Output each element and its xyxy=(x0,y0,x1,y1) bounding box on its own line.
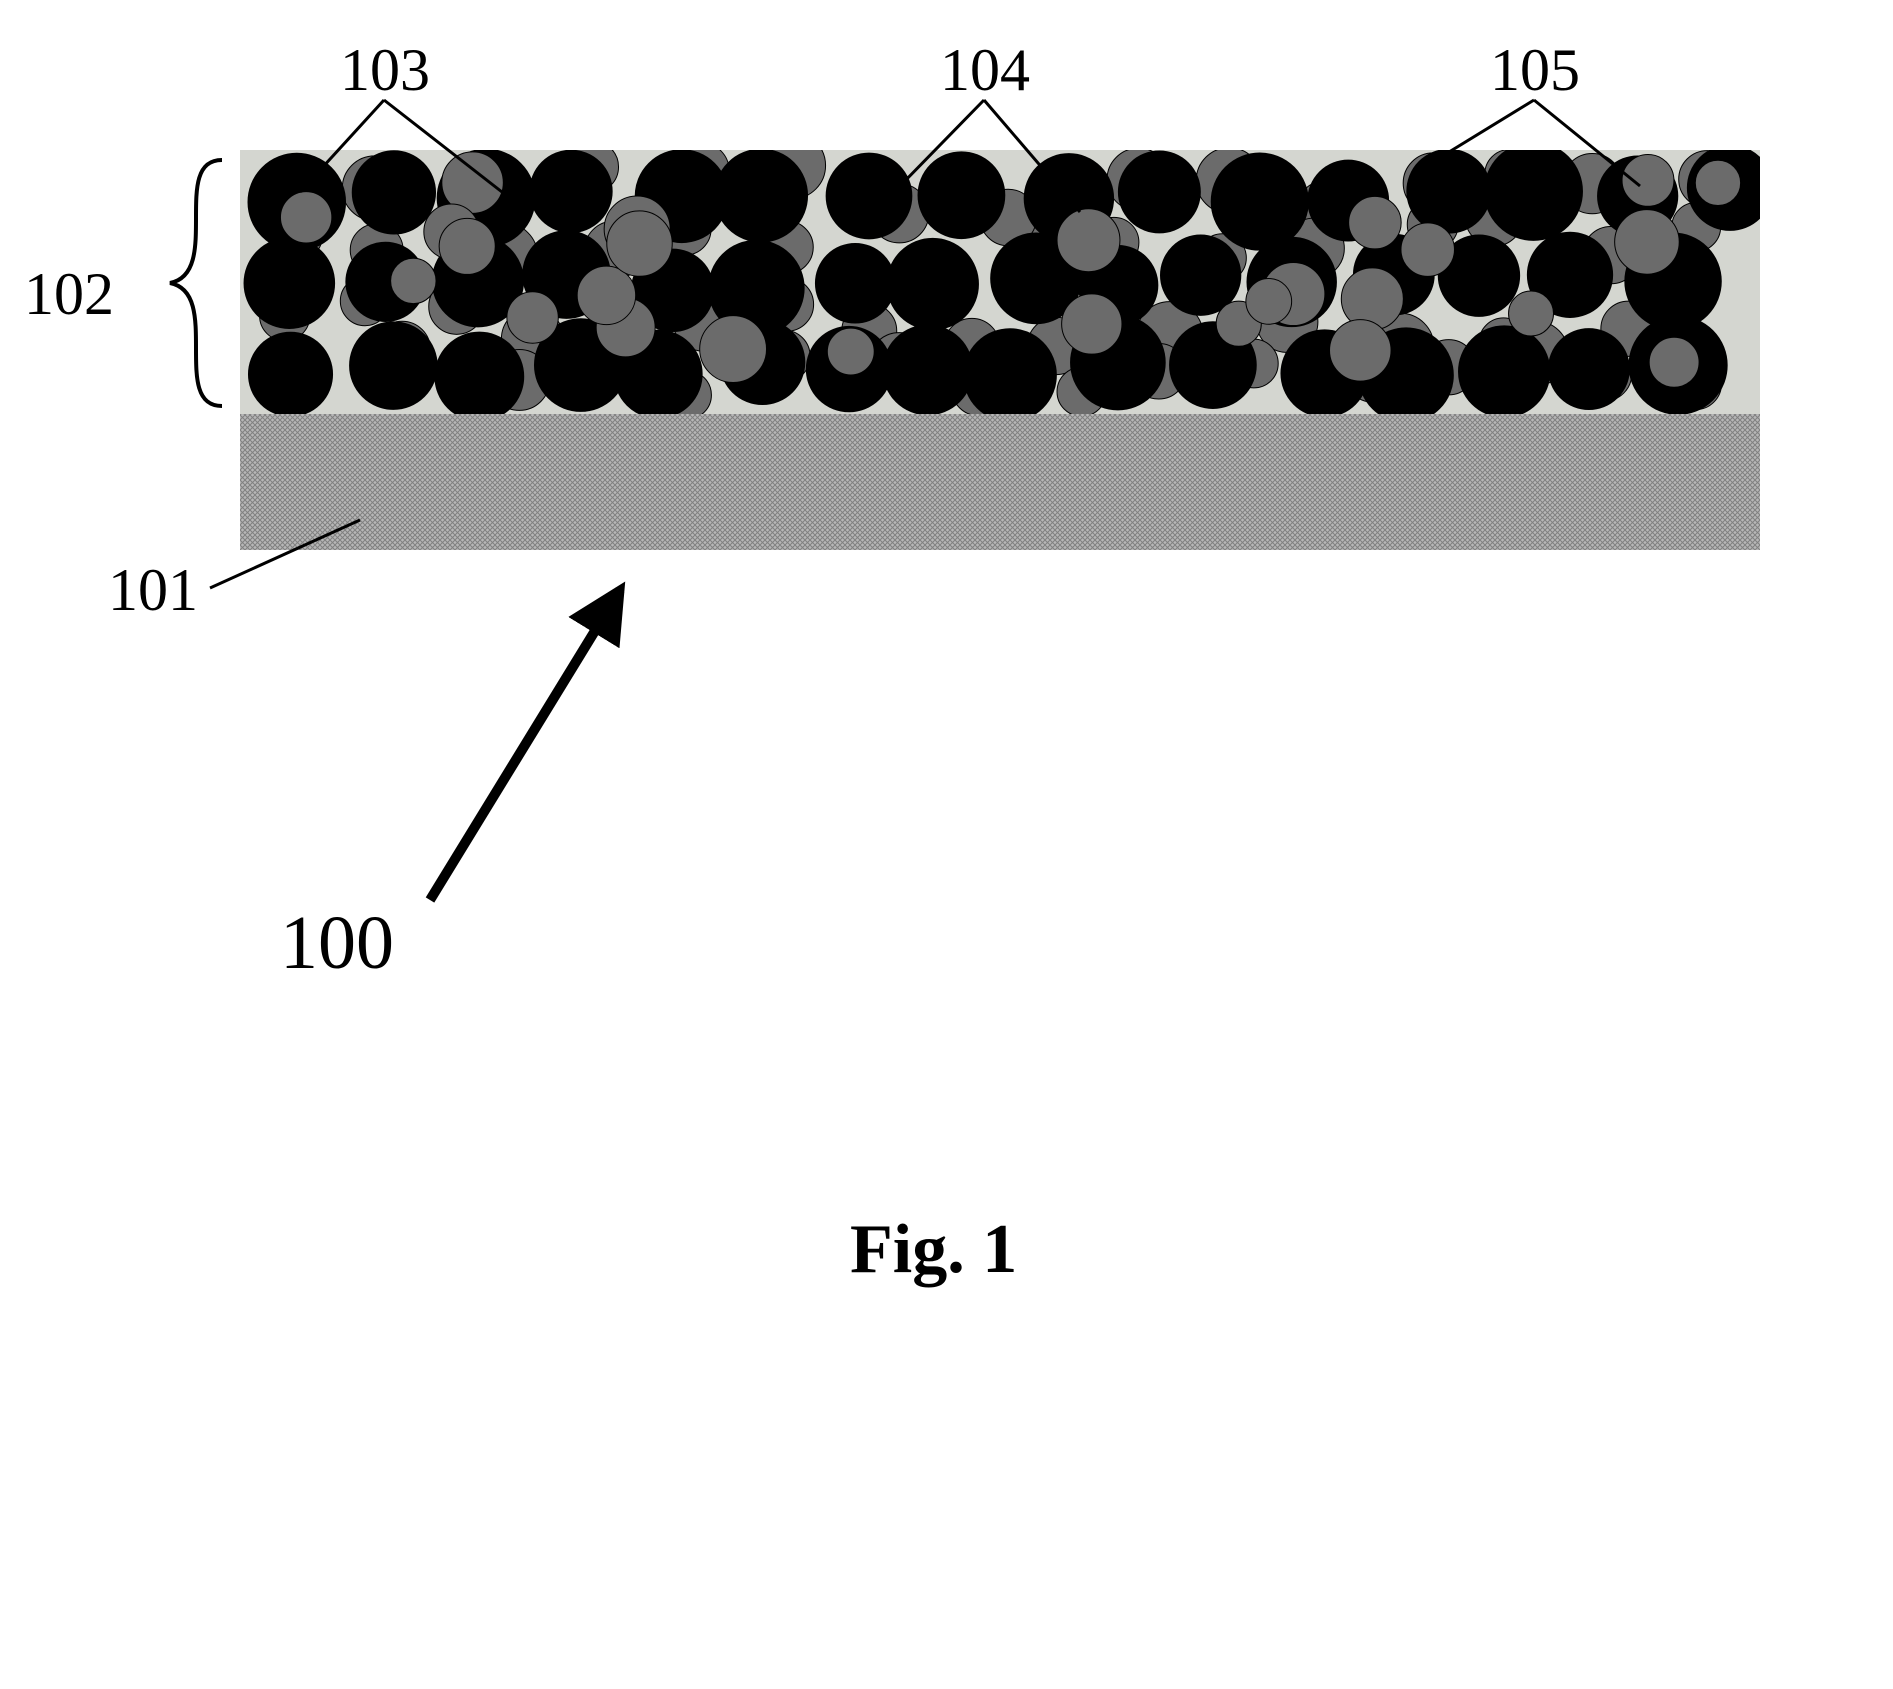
figure-svg xyxy=(0,0,1893,1689)
label-104: 104 xyxy=(940,36,1030,105)
figure-caption: Fig. 1 xyxy=(850,1210,1017,1290)
label-103: 103 xyxy=(340,36,430,105)
figure-stage: 103 104 105 102 101 100 Fig. 1 xyxy=(0,0,1893,1689)
label-102: 102 xyxy=(24,260,114,329)
label-105: 105 xyxy=(1490,36,1580,105)
label-100: 100 xyxy=(280,900,394,987)
label-101: 101 xyxy=(108,556,198,625)
